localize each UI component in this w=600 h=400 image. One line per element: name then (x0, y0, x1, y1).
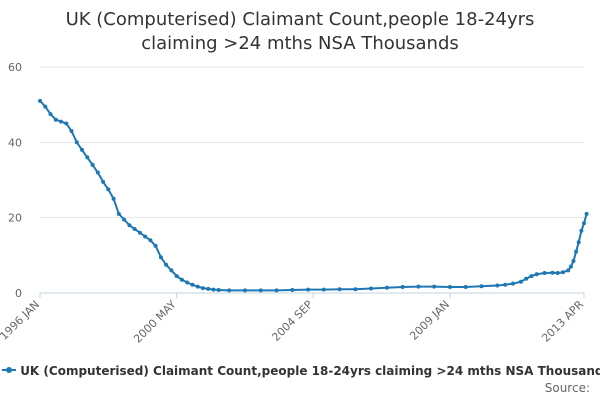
data-point (503, 282, 508, 287)
gridlines (40, 66, 584, 219)
data-point (568, 264, 573, 269)
data-point (64, 121, 69, 126)
x-tick-label: 2013 APR (539, 298, 586, 345)
x-tick-label: 2000 MAY (131, 298, 179, 346)
y-tick-label: 40 (8, 136, 22, 149)
data-point (274, 288, 279, 293)
data-point (479, 284, 484, 289)
data-point (566, 268, 571, 273)
data-point (495, 283, 500, 288)
data-point (90, 162, 95, 167)
data-point (179, 277, 184, 282)
legend[interactable]: UK (Computerised) Claimant Count,people … (0, 364, 600, 380)
data-point (463, 285, 468, 289)
source-label: Source: (544, 381, 590, 395)
data-point (200, 286, 205, 291)
chart-title-line-1: UK (Computerised) Claimant Count,people … (65, 9, 535, 30)
data-point (38, 98, 42, 103)
data-point (511, 281, 515, 286)
data-point (153, 243, 158, 248)
data-point (561, 270, 565, 275)
data-point (400, 285, 405, 289)
data-point (416, 284, 421, 289)
data-point (306, 287, 311, 292)
series (38, 98, 589, 293)
data-point (169, 268, 174, 273)
legend-marker-icon (2, 364, 16, 376)
data-point (185, 280, 190, 285)
data-point (158, 255, 163, 260)
data-point (74, 140, 79, 145)
data-point (216, 288, 221, 292)
data-point (529, 274, 534, 279)
data-point (132, 227, 137, 231)
data-point (448, 285, 452, 289)
data-point (164, 262, 169, 267)
chart-title-line-2: claiming >24 mths NSA Thousands (141, 33, 459, 54)
data-point (106, 187, 111, 192)
y-tick-label: 20 (8, 212, 22, 225)
data-point (174, 274, 179, 279)
data-point (576, 240, 581, 245)
data-point (69, 129, 74, 133)
data-point (143, 234, 148, 239)
data-point (190, 282, 195, 287)
data-point (432, 284, 437, 289)
data-point (542, 271, 547, 275)
data-point (353, 287, 358, 292)
data-point (95, 170, 100, 175)
data-point (337, 287, 342, 292)
data-point (518, 279, 523, 284)
x-tick-label: 2009 JAN (407, 298, 452, 343)
data-point (555, 271, 560, 275)
data-point (122, 217, 127, 222)
data-point (321, 287, 326, 292)
data-point (137, 230, 142, 235)
data-point (579, 228, 584, 233)
y-tick-label: 0 (15, 287, 22, 300)
legend-label: UK (Computerised) Claimant Count,people … (20, 364, 600, 378)
data-point (116, 211, 121, 216)
data-point (80, 147, 84, 152)
data-point (148, 238, 153, 243)
data-point (258, 288, 263, 293)
y-tick-label: 60 (8, 61, 22, 74)
data-point (59, 119, 63, 124)
data-point (582, 221, 586, 226)
data-point (195, 284, 200, 289)
data-point (48, 112, 53, 117)
data-point (574, 249, 579, 254)
data-point (534, 272, 539, 277)
series-line (39, 100, 588, 292)
x-tick-label: 2004 SEP (269, 298, 315, 344)
data-point (111, 196, 116, 201)
data-point (206, 286, 211, 291)
data-point (243, 288, 247, 293)
data-point (524, 276, 529, 281)
data-point (53, 117, 58, 122)
data-point (571, 259, 576, 263)
data-point (85, 155, 90, 160)
data-point (369, 286, 374, 291)
data-point (550, 270, 555, 275)
x-tick-label: 1996 JAN (0, 298, 42, 343)
axes: 0 20 40 60 1996 JAN 2000 MAY 2004 SEP 2009 JAN 2… (0, 61, 586, 346)
data-point (227, 288, 232, 293)
data-point (127, 223, 132, 228)
chart-title: UK (Computerised) Claimant Count,people … (0, 8, 600, 56)
data-point (43, 104, 48, 109)
data-point (584, 211, 589, 216)
data-point (101, 179, 106, 184)
data-point (384, 285, 389, 290)
data-point (290, 288, 295, 292)
data-point (211, 287, 216, 292)
